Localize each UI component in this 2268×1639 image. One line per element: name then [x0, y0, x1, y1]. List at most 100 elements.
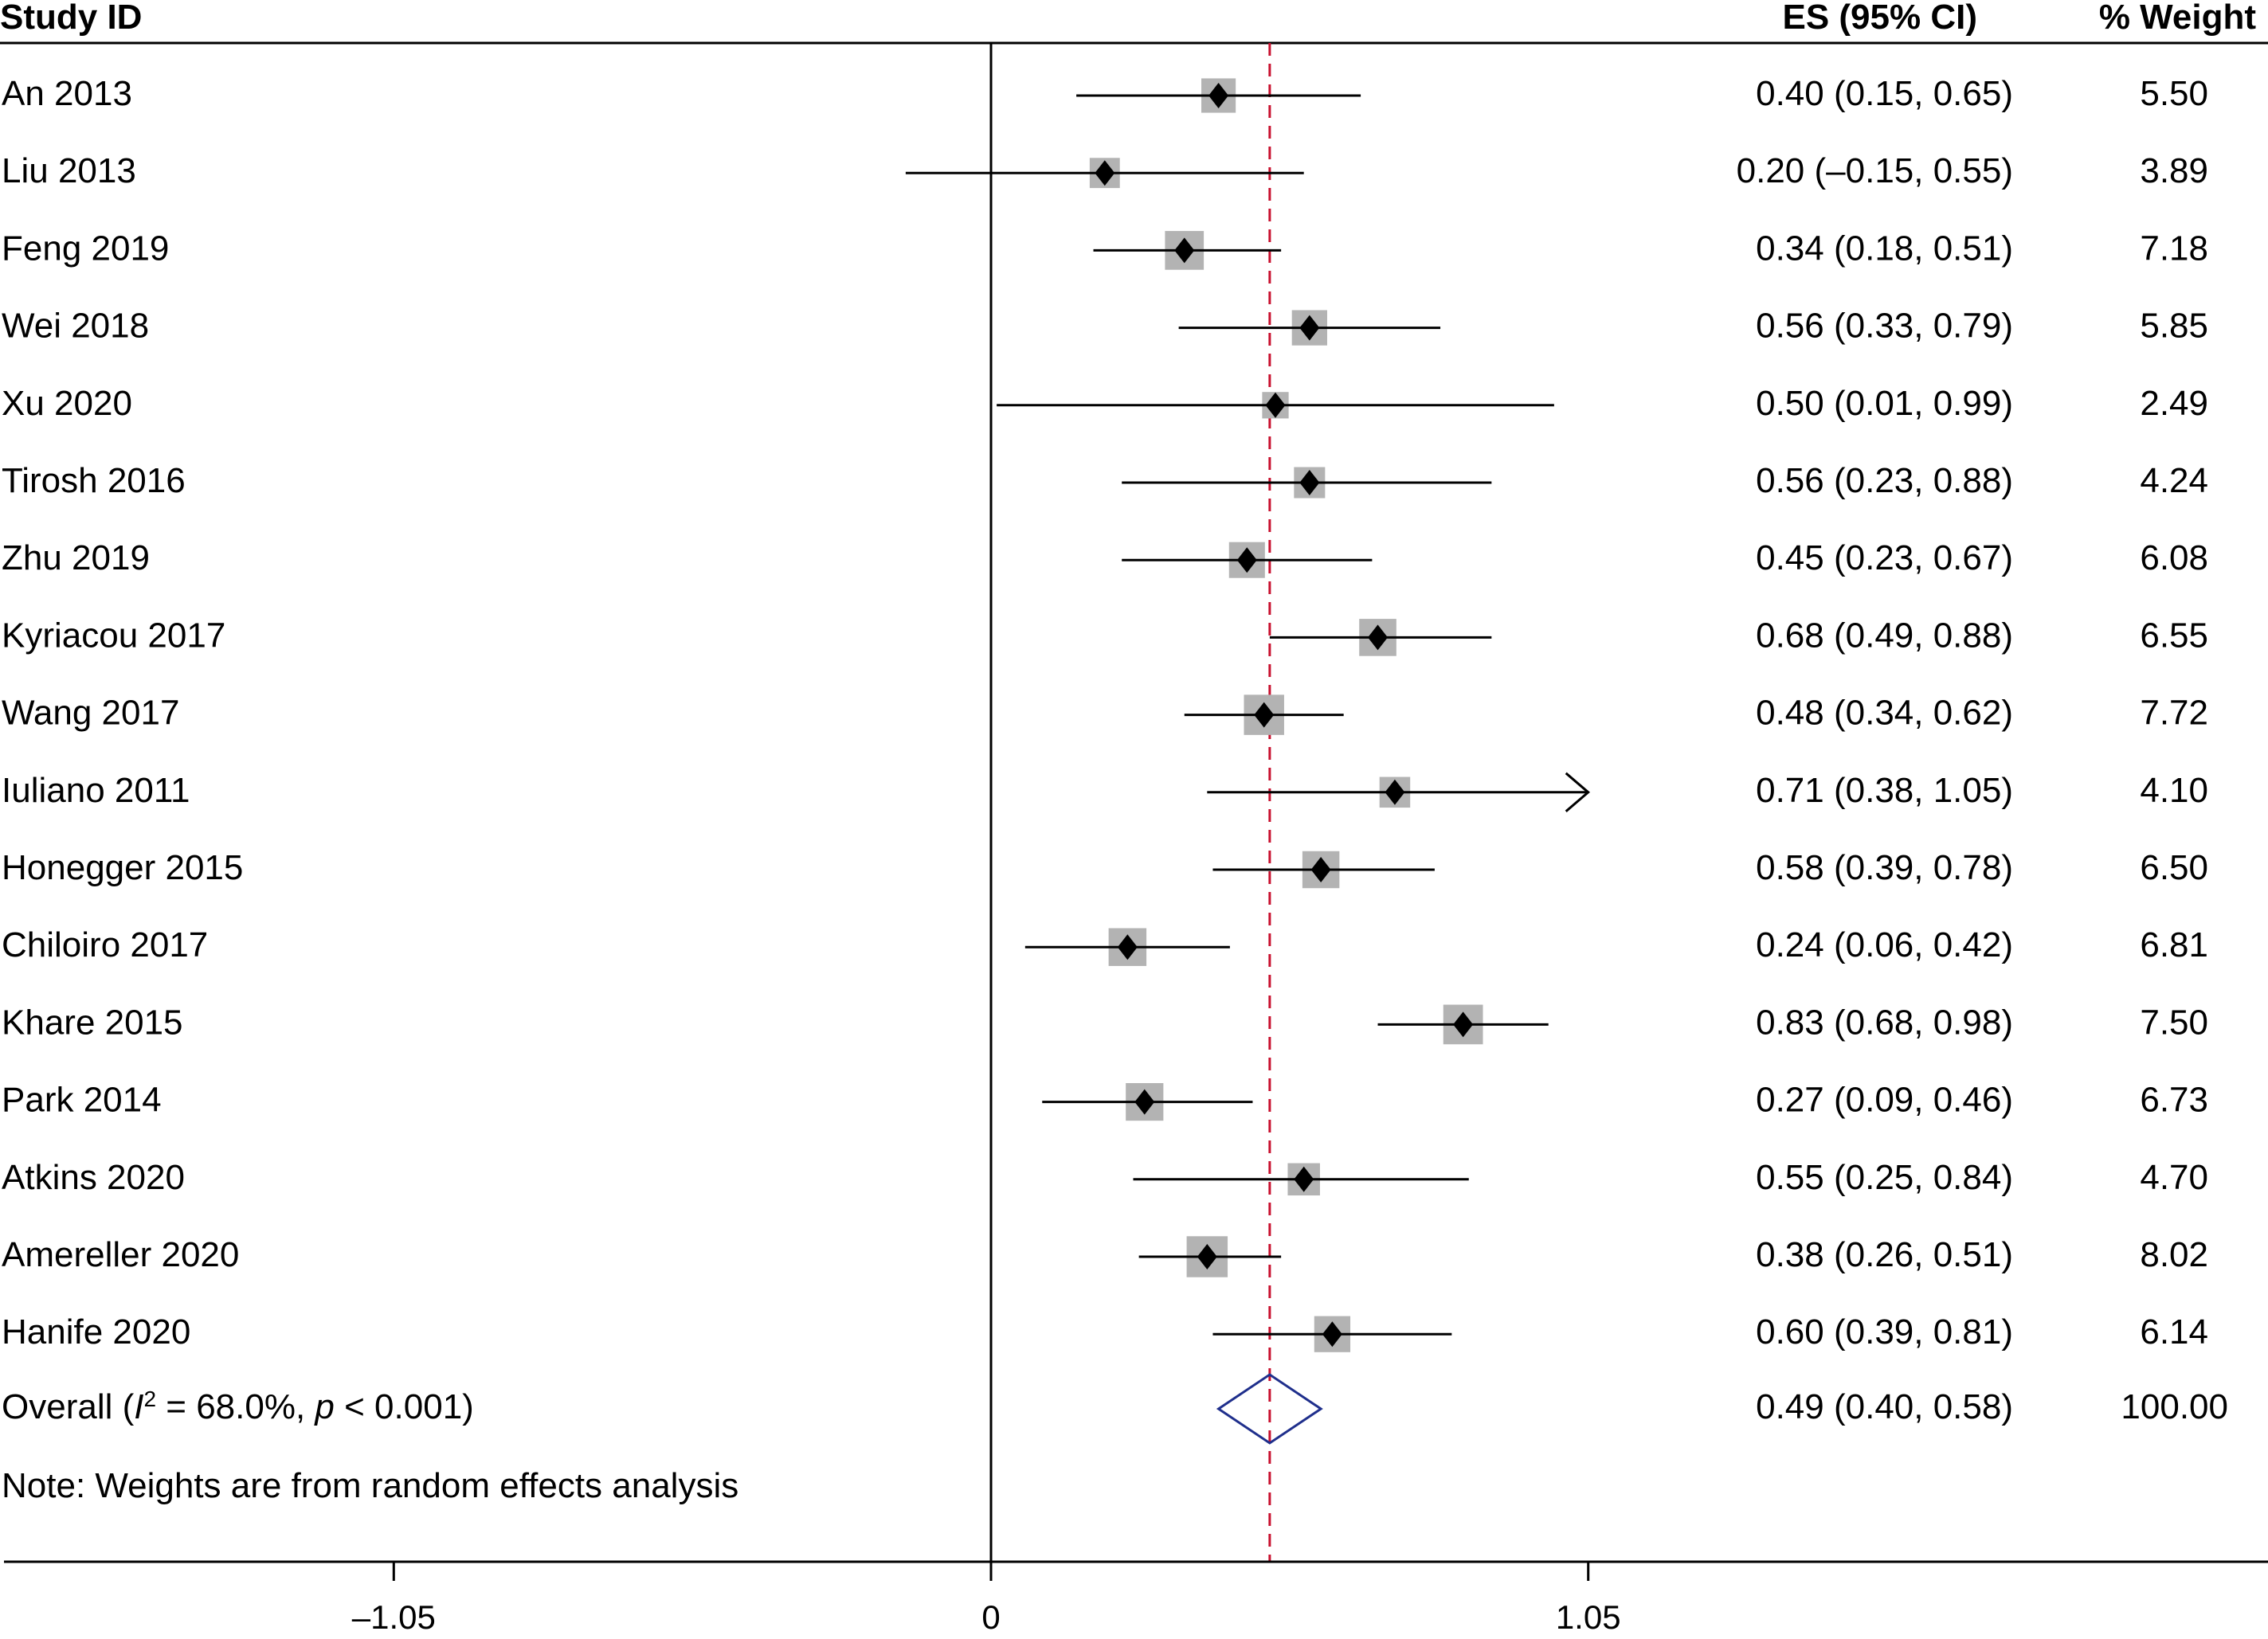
- study-weight: 3.89: [2140, 151, 2208, 190]
- weights-note: Note: Weights are from random effects an…: [2, 1466, 738, 1505]
- study-ci-text: 0.58 (0.39, 0.78): [1756, 848, 2013, 887]
- point-estimate: [1254, 702, 1275, 728]
- point-estimate: [1095, 160, 1115, 186]
- study-name: An 2013: [2, 74, 132, 113]
- study-row: Honegger 2015 0.58 (0.39, 0.78) 6.50: [2, 848, 2208, 889]
- point-estimate: [1174, 237, 1195, 264]
- x-tick-label: –1.05: [352, 1598, 436, 1636]
- study-weight: 7.50: [2140, 1003, 2208, 1042]
- study-weight: 4.70: [2140, 1158, 2208, 1197]
- study-ci-text: 0.24 (0.06, 0.42): [1756, 925, 2013, 964]
- study-ci-text: 0.83 (0.68, 0.98): [1756, 1003, 2013, 1042]
- study-name: Hanife 2020: [2, 1312, 190, 1351]
- study-ci-text: 0.68 (0.49, 0.88): [1756, 616, 2013, 655]
- study-ci-text: 0.55 (0.25, 0.84): [1756, 1158, 2013, 1197]
- study-ci-text: 0.45 (0.23, 0.67): [1756, 538, 2013, 577]
- i2-value: = 68.0%,: [156, 1387, 315, 1426]
- point-estimate: [1385, 779, 1405, 805]
- p-symbol: p: [313, 1387, 334, 1426]
- study-name: Atkins 2020: [2, 1158, 185, 1197]
- header-row: Study ID ES (95% CI) % Weight: [0, 0, 2256, 37]
- point-estimate: [1294, 1166, 1314, 1192]
- study-name: Honegger 2015: [2, 848, 243, 887]
- study-name: Liu 2013: [2, 151, 136, 190]
- study-weight: 2.49: [2140, 384, 2208, 423]
- header-es-ci: ES (95% CI): [1782, 0, 1977, 37]
- study-row: Tirosh 2016 0.56 (0.23, 0.88) 4.24: [2, 461, 2208, 500]
- point-estimate: [1208, 83, 1229, 108]
- overall-weight: 100.00: [2121, 1387, 2228, 1426]
- study-name: Chiloiro 2017: [2, 925, 208, 964]
- study-row: Park 2014 0.27 (0.09, 0.46) 6.73: [2, 1081, 2208, 1121]
- study-row: Iuliano 2011 0.71 (0.38, 1.05) 4.10: [2, 771, 2208, 812]
- point-estimate: [1236, 547, 1257, 573]
- study-weight: 6.50: [2140, 848, 2208, 887]
- study-ci-text: 0.20 (–0.15, 0.55): [1737, 151, 2013, 190]
- study-row: Liu 2013 0.20 (–0.15, 0.55) 3.89: [2, 151, 2208, 190]
- study-row: Hanife 2020 0.60 (0.39, 0.81) 6.14: [2, 1312, 2208, 1352]
- study-name: Khare 2015: [2, 1003, 183, 1042]
- overall-prefix: Overall (: [2, 1387, 135, 1426]
- study-ci-text: 0.71 (0.38, 1.05): [1756, 771, 2013, 810]
- study-ci-text: 0.50 (0.01, 0.99): [1756, 384, 2013, 423]
- study-ci-text: 0.48 (0.34, 0.62): [1756, 694, 2013, 733]
- study-name: Wang 2017: [2, 694, 179, 733]
- point-estimate: [1368, 624, 1388, 651]
- study-weight: 7.18: [2140, 229, 2208, 268]
- study-name: Feng 2019: [2, 229, 169, 268]
- point-estimate: [1310, 857, 1331, 882]
- study-name: Kyriacou 2017: [2, 616, 225, 655]
- study-ci-text: 0.34 (0.18, 0.51): [1756, 229, 2013, 268]
- study-name: Zhu 2019: [2, 538, 150, 577]
- study-ci-text: 0.38 (0.26, 0.51): [1756, 1235, 2013, 1274]
- x-tick-label: 0: [981, 1598, 1000, 1636]
- study-weight: 6.55: [2140, 616, 2208, 655]
- study-weight: 4.10: [2140, 771, 2208, 810]
- study-weight: 7.72: [2140, 694, 2208, 733]
- p-value: < 0.001): [335, 1387, 474, 1426]
- point-estimate: [1265, 392, 1286, 418]
- i2-superscript: 2: [143, 1387, 156, 1411]
- study-ci-text: 0.60 (0.39, 0.81): [1756, 1312, 2013, 1351]
- study-ci-text: 0.56 (0.23, 0.88): [1756, 461, 2013, 500]
- study-row: Zhu 2019 0.45 (0.23, 0.67) 6.08: [2, 538, 2208, 578]
- study-weight: 5.85: [2140, 307, 2208, 346]
- study-rows: An 2013 0.40 (0.15, 0.65) 5.50 Liu 2013 0.20…: [2, 74, 2208, 1352]
- study-ci-text: 0.27 (0.09, 0.46): [1756, 1081, 2013, 1120]
- study-name: Tirosh 2016: [2, 461, 186, 500]
- study-ci-text: 0.56 (0.33, 0.79): [1756, 307, 2013, 346]
- study-weight: 4.24: [2140, 461, 2208, 500]
- study-weight: 6.73: [2140, 1081, 2208, 1120]
- study-row: Wei 2018 0.56 (0.33, 0.79) 5.85: [2, 307, 2208, 346]
- overall-label: Overall (I2 = 68.0%, p < 0.001): [2, 1387, 474, 1427]
- study-weight: 5.50: [2140, 74, 2208, 113]
- x-axis-ticks: –1.05 0 1.05: [352, 1562, 1621, 1636]
- study-name: Park 2014: [2, 1081, 162, 1120]
- study-row: Wang 2017 0.48 (0.34, 0.62) 7.72: [2, 694, 2208, 735]
- study-row: Xu 2020 0.50 (0.01, 0.99) 2.49: [2, 384, 2208, 423]
- point-estimate: [1322, 1321, 1342, 1348]
- study-row: Feng 2019 0.34 (0.18, 0.51) 7.18: [2, 229, 2208, 270]
- x-tick-label: 1.05: [1556, 1598, 1621, 1636]
- point-estimate: [1197, 1244, 1217, 1269]
- overall-ci-text: 0.49 (0.40, 0.58): [1756, 1387, 2013, 1426]
- point-estimate: [1134, 1089, 1155, 1115]
- i2-symbol: I: [134, 1387, 143, 1426]
- study-row: Kyriacou 2017 0.68 (0.49, 0.88) 6.55: [2, 616, 2208, 656]
- study-name: Iuliano 2011: [2, 771, 190, 810]
- study-ci-text: 0.40 (0.15, 0.65): [1756, 74, 2013, 113]
- study-weight: 6.14: [2140, 1312, 2208, 1351]
- study-name: Xu 2020: [2, 384, 132, 423]
- study-name: Wei 2018: [2, 307, 149, 346]
- point-estimate: [1299, 315, 1320, 341]
- ci-arrow: [1565, 772, 1591, 812]
- point-estimate: [1453, 1011, 1474, 1038]
- overall-row: Overall (I2 = 68.0%, p < 0.001) 0.49 (0.…: [2, 1373, 2228, 1445]
- study-row: Chiloiro 2017 0.24 (0.06, 0.42) 6.81: [2, 925, 2208, 966]
- study-name: Amereller 2020: [2, 1235, 239, 1274]
- header-study-id: Study ID: [0, 0, 142, 37]
- point-estimate: [1117, 934, 1138, 960]
- point-estimate: [1299, 470, 1320, 495]
- study-weight: 8.02: [2140, 1235, 2208, 1274]
